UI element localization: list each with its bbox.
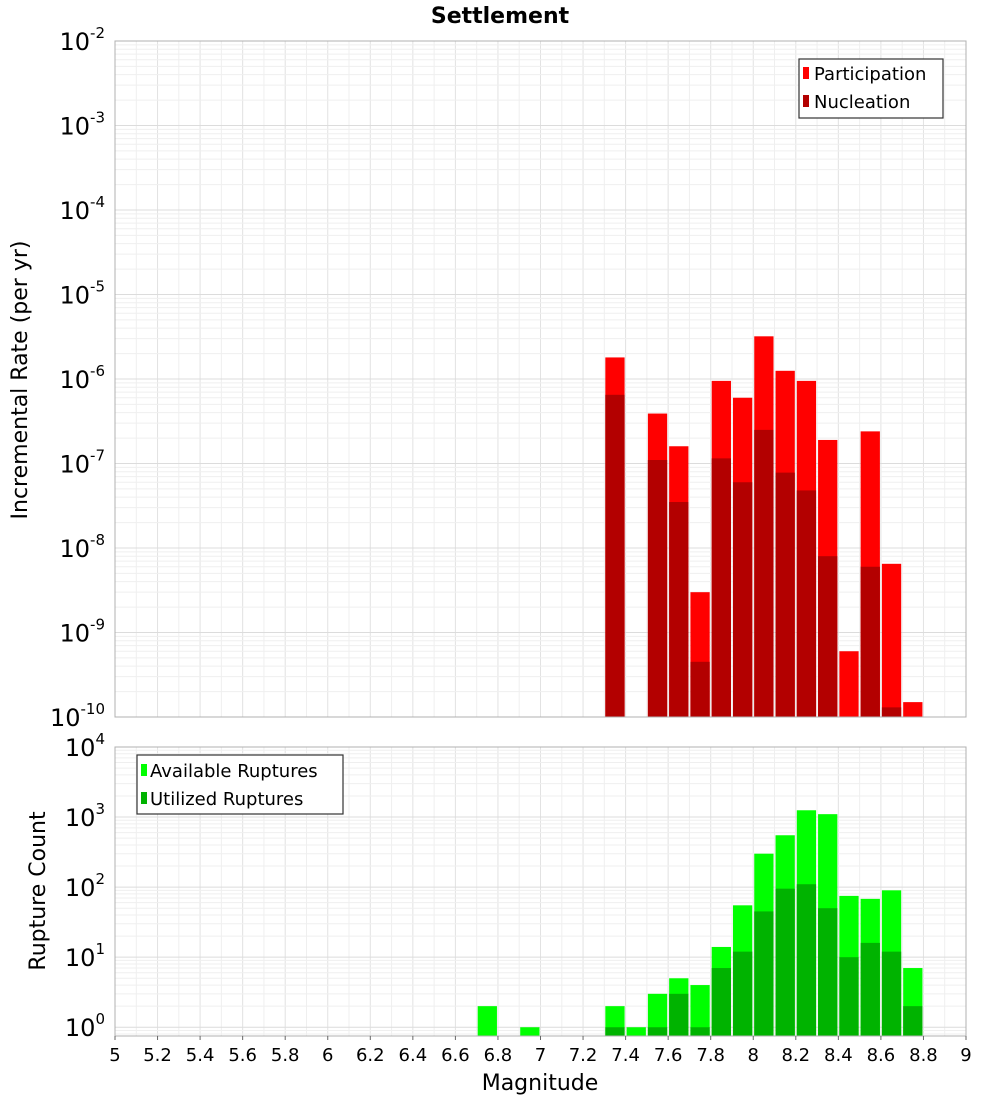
x-tick-label: 6.4 [399, 1045, 428, 1066]
top-y-tick-label: 10-10 [50, 700, 105, 732]
x-tick-label: 6.6 [441, 1045, 470, 1066]
legend-swatch-participation [803, 67, 809, 79]
legend-swatch-available [141, 764, 147, 776]
bottom-legend-box [136, 754, 344, 815]
bottom-bar-available-ruptures [520, 1027, 540, 1036]
top-bar-participation [881, 563, 902, 717]
x-tick-label: 8.8 [909, 1045, 938, 1066]
x-tick-label: 8.2 [781, 1045, 810, 1066]
top-panel: 10-10 10-9 10-8 10-7 10-6 10-5 10-4 10-3 10-2 In… [8, 24, 967, 732]
bottom-y-tick-label: 103 [65, 800, 105, 832]
top-bar-nucleation [605, 394, 625, 717]
x-tick-label: 7.8 [696, 1045, 725, 1066]
x-tick-label: 8.6 [867, 1045, 896, 1066]
top-y-tick-label: 10-4 [59, 193, 105, 225]
top-bar-nucleation [754, 429, 774, 717]
x-tick-label: 6 [322, 1045, 333, 1066]
top-bar-nucleation [647, 460, 668, 717]
legend-label-available: Available Ruptures [150, 761, 318, 782]
x-tick-label: 5.4 [186, 1045, 215, 1066]
x-tick-label: 6.8 [484, 1045, 513, 1066]
top-y-tick-label: 10-9 [59, 616, 105, 648]
top-bar-nucleation [711, 458, 731, 717]
x-tick-label: 5.6 [228, 1045, 257, 1066]
bottom-y-tick-label: 102 [65, 870, 105, 902]
top-y-tick-label: 10-8 [59, 531, 105, 563]
top-bar-nucleation [690, 661, 710, 717]
x-tick-label: 7 [535, 1045, 546, 1066]
bottom-bar-utilized-ruptures [796, 884, 817, 1036]
top-y-tick-label: 10-2 [59, 24, 105, 56]
bottom-bar-utilized-ruptures [860, 942, 880, 1036]
top-bar-nucleation [818, 556, 838, 717]
bottom-y-tick-label: 104 [65, 730, 105, 762]
x-tick-label: 6.2 [356, 1045, 385, 1066]
bottom-bar-utilized-ruptures [711, 968, 731, 1036]
chart-title: Settlement [431, 4, 570, 29]
bottom-y-tick-label: 101 [65, 940, 105, 972]
bottom-bar-utilized-ruptures [839, 957, 859, 1036]
top-bar-participation [839, 651, 859, 717]
top-bars [605, 336, 923, 717]
bottom-bar-utilized-ruptures [605, 1027, 625, 1036]
top-y-ticks: 10-10 10-9 10-8 10-7 10-6 10-5 10-4 10-3 10-2 [50, 24, 105, 732]
top-legend-box [798, 58, 944, 119]
top-y-tick-label: 10-7 [59, 447, 105, 479]
x-axis-label: Magnitude [482, 1071, 599, 1096]
bottom-bar-available-ruptures [647, 993, 668, 1036]
bottom-bar-utilized-ruptures [818, 908, 838, 1036]
bottom-bars [477, 810, 923, 1036]
bottom-y-axis-label: Rupture Count [26, 811, 51, 971]
top-y-axis-label: Incremental Rate (per yr) [8, 241, 33, 520]
legend-label-participation: Participation [814, 64, 926, 85]
bottom-legend: Available Ruptures Utilized Ruptures [136, 754, 344, 815]
x-tick-label: 7.6 [654, 1045, 683, 1066]
bottom-bar-utilized-ruptures [754, 911, 774, 1036]
bottom-bar-utilized-ruptures [775, 888, 795, 1036]
x-tick-label: 9 [960, 1045, 971, 1066]
legend-label-nucleation: Nucleation [814, 92, 910, 113]
bottom-bar-utilized-ruptures [903, 1006, 923, 1036]
bottom-bar-utilized-ruptures [732, 951, 753, 1036]
top-bar-nucleation [796, 490, 817, 717]
top-grid [114, 40, 967, 718]
top-y-tick-label: 10-5 [59, 278, 105, 310]
top-bar-nucleation [860, 566, 880, 717]
x-tick-label: 8 [748, 1045, 759, 1066]
top-bar-participation [903, 702, 923, 717]
bottom-bar-utilized-ruptures [881, 951, 902, 1036]
legend-label-utilized: Utilized Ruptures [150, 789, 303, 810]
bottom-bar-utilized-ruptures [669, 993, 689, 1036]
x-tick-label: 7.4 [611, 1045, 640, 1066]
x-tick-label: 5.2 [143, 1045, 172, 1066]
bottom-bar-available-ruptures [626, 1027, 646, 1036]
bottom-bar-utilized-ruptures [647, 1027, 668, 1036]
bottom-y-tick-label: 100 [65, 1010, 105, 1042]
x-tick-label: 8.4 [824, 1045, 853, 1066]
bottom-bar-available-ruptures [690, 985, 710, 1036]
x-tick-label: 5 [109, 1045, 120, 1066]
legend-swatch-utilized [141, 792, 147, 804]
top-bar-nucleation [669, 502, 689, 717]
top-y-tick-label: 10-6 [59, 362, 105, 394]
top-legend: Participation Nucleation [798, 58, 944, 119]
top-bar-nucleation [881, 707, 902, 717]
bottom-bar-available-ruptures [477, 1006, 497, 1036]
x-tick-label: 7.2 [569, 1045, 598, 1066]
x-tick-label: 5.8 [271, 1045, 300, 1066]
legend-swatch-nucleation [803, 95, 809, 107]
bottom-y-ticks: 100 101 102 103 104 [65, 730, 105, 1042]
top-y-tick-label: 10-3 [59, 109, 105, 141]
top-bar-nucleation [732, 482, 753, 717]
top-bar-nucleation [775, 472, 795, 717]
bottom-panel: 100 101 102 103 104 5 5.2 5.4 5.6 5.8 6 6.2 6.4 6.6 6… [26, 730, 972, 1096]
x-ticks: 5 5.2 5.4 5.6 5.8 6 6.2 6.4 6.6 6.8 7 7.2 7.4 7.6 7.8 8… [109, 1036, 972, 1066]
bottom-bar-utilized-ruptures [690, 1027, 710, 1036]
top-plot-frame [114, 40, 967, 718]
